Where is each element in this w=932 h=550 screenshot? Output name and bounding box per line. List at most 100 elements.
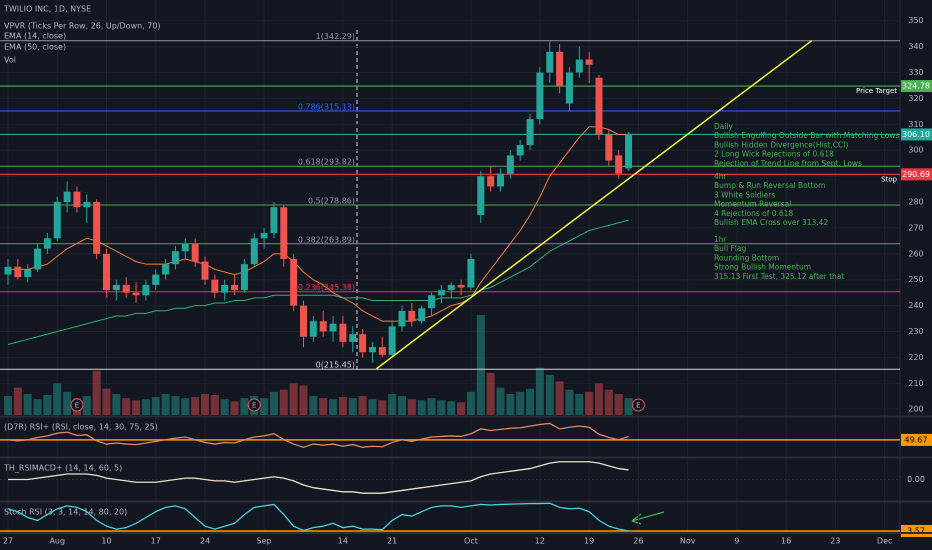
fib-label: 1(342.29) xyxy=(316,32,355,41)
fib-label: 0.382(263.89) xyxy=(298,235,355,244)
panel-tick-label: 0.00 xyxy=(907,475,925,484)
candle-body xyxy=(546,51,554,73)
volume-bar xyxy=(378,400,387,415)
volume-bar xyxy=(309,396,318,415)
candle-body xyxy=(122,284,130,293)
earnings-label: E xyxy=(636,402,640,410)
candle-body xyxy=(191,243,199,262)
candle-body xyxy=(280,207,288,260)
note-line: Bump & Run Reversal Bottom xyxy=(714,181,825,190)
volume-bar xyxy=(457,402,466,415)
volume-bar xyxy=(240,398,249,415)
x-tick-label: 23 xyxy=(830,537,840,546)
volume-bar xyxy=(348,398,357,415)
earnings-label: E xyxy=(252,402,256,410)
indicator-line xyxy=(7,422,629,448)
candle-body xyxy=(585,59,593,65)
candle-body xyxy=(103,253,110,291)
ema-line xyxy=(8,126,629,322)
volume-bar xyxy=(545,375,554,415)
volume-bar xyxy=(496,387,505,415)
candle-body xyxy=(368,347,376,353)
candle-body xyxy=(506,155,514,174)
y-tick-label: 340 xyxy=(908,42,923,51)
fib-label: 0(215.45) xyxy=(316,361,355,370)
candle-body xyxy=(487,176,495,187)
candle-body xyxy=(497,173,504,187)
candle-body xyxy=(231,284,239,291)
price-note: Price Target xyxy=(856,87,897,95)
candle-body xyxy=(211,279,219,293)
volume-bar xyxy=(92,370,101,415)
volume-bar xyxy=(506,393,515,415)
note-line: 4 Rejections of 0.618 xyxy=(714,209,793,218)
candle-body xyxy=(408,310,416,322)
note-line: Rejection of Trend Line from Sept. Lows xyxy=(714,159,862,168)
price-tag-label: 324.78 xyxy=(902,82,930,91)
earnings-marker xyxy=(631,398,645,412)
x-tick-label: 26 xyxy=(633,537,643,546)
candle-body xyxy=(575,59,583,73)
study-label: VPVR (Ticks Per Row, 26, Up/Down, 70) xyxy=(4,22,161,31)
arrow xyxy=(631,511,665,525)
y-tick-label: 280 xyxy=(908,198,923,207)
candle-body xyxy=(536,72,544,120)
volume-bar xyxy=(407,399,416,415)
volume-bar xyxy=(132,400,141,415)
note-line: 2 Long Wick Rejections of 0.618 xyxy=(714,150,834,159)
candle-body xyxy=(201,261,209,280)
candle-body xyxy=(34,248,42,270)
ema-line xyxy=(7,219,629,345)
panel-label: (D7R) RSI+ (RSI, close, 14, 30, 75, 25) xyxy=(4,423,158,432)
price-tag xyxy=(901,80,932,93)
candle-body xyxy=(181,243,189,252)
indicator-line xyxy=(7,502,629,532)
price-tag xyxy=(901,168,932,181)
trendline xyxy=(375,40,813,370)
candle-body xyxy=(418,308,426,322)
candle-body xyxy=(398,310,406,327)
volume-bar xyxy=(161,393,170,415)
y-tick-label: 250 xyxy=(908,275,923,284)
volume-bar xyxy=(575,393,584,415)
volume-bar xyxy=(53,383,62,415)
candle-body xyxy=(260,233,268,239)
volume-bar xyxy=(43,395,52,415)
x-tick-label: Oct xyxy=(464,537,478,546)
candle-body xyxy=(556,51,564,86)
volume-bar xyxy=(63,391,72,415)
panel-label: Stoch RSI (3, 3, 14, 14, 80, 20) xyxy=(4,508,127,517)
volume-bar xyxy=(604,389,613,415)
y-tick-label: 230 xyxy=(908,327,923,336)
volume-bar xyxy=(447,401,456,415)
volume-bar xyxy=(368,399,377,415)
note-line: Rounding Bottom xyxy=(714,253,779,262)
volume-bar xyxy=(23,393,32,415)
x-tick-label: 14 xyxy=(338,537,348,546)
x-tick-label: Nov xyxy=(680,537,696,546)
candle-body xyxy=(270,207,278,234)
y-tick-label: 350 xyxy=(908,16,923,25)
panel-tag-label: 49.67 xyxy=(905,435,928,444)
candle-body xyxy=(300,305,307,337)
candle-body xyxy=(359,334,367,353)
panel-tag xyxy=(901,433,932,446)
legend-entry: EMA (14, close) xyxy=(4,32,66,41)
y-tick-label: 200 xyxy=(908,405,923,414)
volume-bar xyxy=(417,400,426,415)
volume-bar xyxy=(269,391,278,415)
volume-bar xyxy=(112,393,121,415)
volume-bar xyxy=(437,400,446,415)
volume-bar xyxy=(201,393,209,415)
x-tick-label: 16 xyxy=(781,537,791,546)
volume-bar xyxy=(338,397,347,415)
candle-body xyxy=(477,176,485,215)
y-tick-label: 320 xyxy=(908,94,923,103)
note-line: Bull Flag xyxy=(714,244,746,253)
volume-bar xyxy=(466,391,475,415)
y-tick-label: 300 xyxy=(908,146,923,155)
volume-bar xyxy=(329,399,338,415)
note-line: Bullish Hidden Divergence(Hist,CCI) xyxy=(714,140,848,149)
candle-body xyxy=(24,269,32,278)
